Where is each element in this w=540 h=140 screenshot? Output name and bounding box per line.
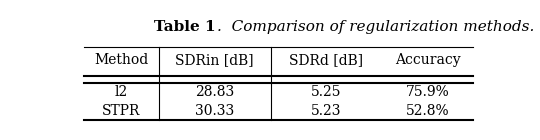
Text: 52.8%: 52.8% — [406, 104, 450, 118]
Text: Method: Method — [94, 53, 149, 67]
Text: l2: l2 — [115, 85, 128, 99]
Text: 75.9%: 75.9% — [406, 85, 450, 99]
Text: 30.33: 30.33 — [195, 104, 234, 118]
Text: 28.83: 28.83 — [195, 85, 234, 99]
Text: SDRin [dB]: SDRin [dB] — [176, 53, 254, 67]
Text: 5.25: 5.25 — [311, 85, 342, 99]
Text: Table 1: Table 1 — [154, 20, 216, 34]
Text: 5.23: 5.23 — [311, 104, 342, 118]
Text: SDRd [dB]: SDRd [dB] — [289, 53, 363, 67]
Text: Accuracy: Accuracy — [395, 53, 461, 67]
Text: STPR: STPR — [102, 104, 141, 118]
Text: .  Comparison of regularization methods.: . Comparison of regularization methods. — [217, 20, 535, 34]
